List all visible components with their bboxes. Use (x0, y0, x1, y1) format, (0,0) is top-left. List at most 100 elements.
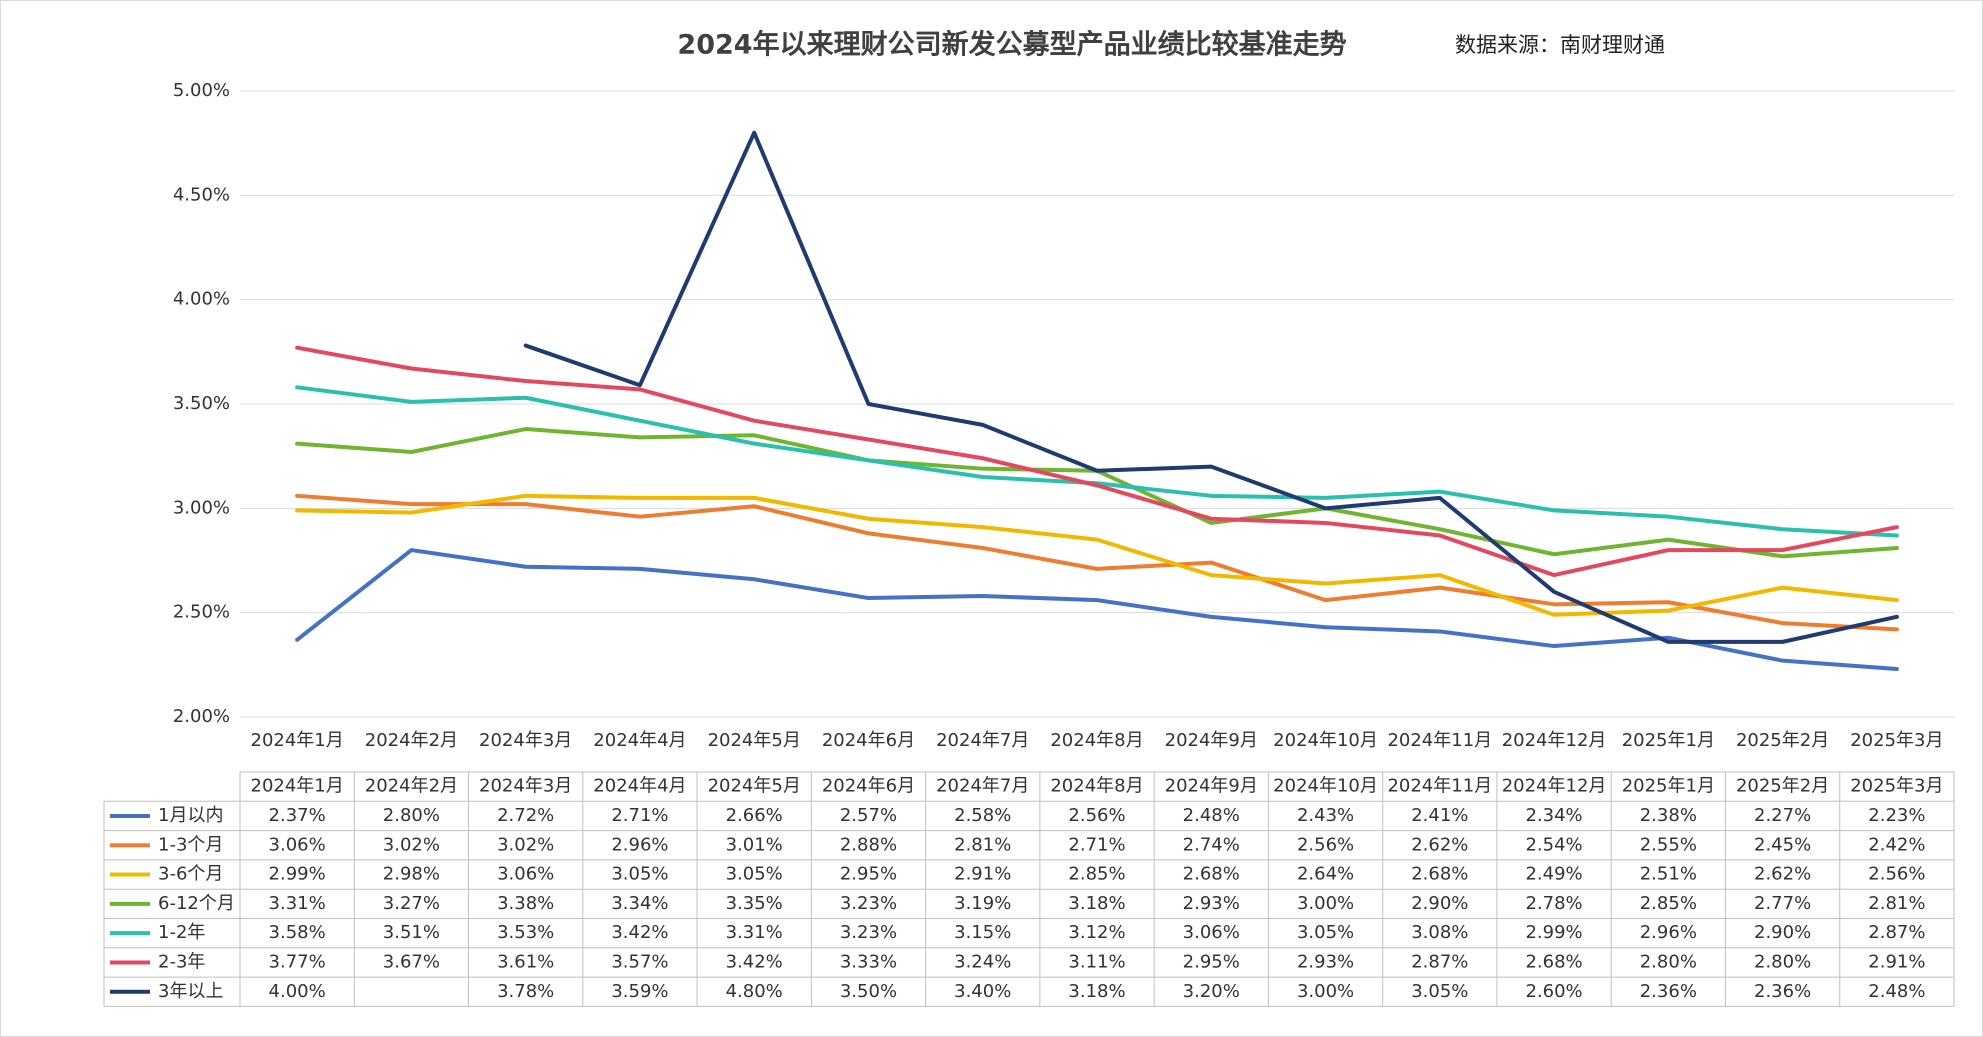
series-line (295, 345, 1899, 578)
table-cell: 2.38% (1640, 805, 1697, 826)
table-cell: 2.64% (1297, 864, 1354, 885)
table-cell: 2.93% (1183, 893, 1240, 914)
table-cell: 2.27% (1754, 805, 1811, 826)
table-cell: 3.11% (1068, 951, 1125, 972)
table-cell: 2.45% (1754, 834, 1811, 855)
x-tick-label: 2024年5月 (708, 730, 801, 751)
table-header: 2024年10月 (1273, 776, 1378, 797)
table-cell: 2.71% (611, 805, 668, 826)
table-cell: 2.81% (1868, 893, 1925, 914)
table-cell: 3.23% (840, 922, 897, 943)
series-line (295, 493, 1899, 617)
table-cell: 2.36% (1640, 981, 1697, 1002)
legend-label: 1-2年 (158, 922, 205, 943)
table-cell: 3.27% (383, 893, 440, 914)
x-tick-label: 2025年2月 (1736, 730, 1829, 751)
table-header: 2024年7月 (936, 776, 1029, 797)
table-cell: 3.00% (1297, 893, 1354, 914)
table-header: 2024年5月 (708, 776, 801, 797)
series-line (295, 493, 1899, 632)
table-cell: 4.00% (269, 981, 326, 1002)
table-cell: 2.77% (1754, 893, 1811, 914)
x-tick-label: 2024年6月 (822, 730, 915, 751)
series-line (295, 548, 1899, 672)
table-cell: 3.61% (497, 951, 554, 972)
table-cell: 2.98% (383, 864, 440, 885)
table-cell: 2.80% (383, 805, 440, 826)
table-cell: 2.66% (726, 805, 783, 826)
table-cell: 2.23% (1868, 805, 1925, 826)
x-tick-label: 2025年3月 (1850, 730, 1943, 751)
table-header: 2024年11月 (1387, 776, 1492, 797)
table-cell: 4.80% (726, 981, 783, 1002)
table-cell: 3.51% (383, 922, 440, 943)
table-cell: 3.05% (726, 864, 783, 885)
table-cell: 2.96% (611, 834, 668, 855)
legend-label: 2-3年 (158, 951, 205, 972)
table-cell: 3.77% (269, 951, 326, 972)
table-cell: 3.31% (726, 922, 783, 943)
table-cell: 2.78% (1525, 893, 1582, 914)
table-cell: 2.99% (1525, 922, 1582, 943)
table-cell: 3.06% (497, 864, 554, 885)
y-tick-label: 5.00% (173, 80, 230, 101)
table-cell: 2.62% (1411, 834, 1468, 855)
table-cell: 2.56% (1868, 864, 1925, 885)
x-tick-label: 2024年4月 (593, 730, 686, 751)
table-cell: 3.18% (1068, 981, 1125, 1002)
table-cell: 3.33% (840, 951, 897, 972)
table-header: 2024年3月 (479, 776, 572, 797)
x-tick-label: 2024年3月 (479, 730, 572, 751)
table-cell: 2.58% (954, 805, 1011, 826)
table-header: 2024年12月 (1502, 776, 1607, 797)
x-tick-label: 2024年10月 (1273, 730, 1378, 751)
table-cell: 3.05% (1411, 981, 1468, 1002)
table-cell: 2.74% (1183, 834, 1240, 855)
table-cell: 2.99% (269, 864, 326, 885)
x-tick-label: 2025年1月 (1622, 730, 1715, 751)
series-line (295, 385, 1899, 538)
table-cell: 3.38% (497, 893, 554, 914)
table-cell: 3.02% (497, 834, 554, 855)
table-cell: 2.62% (1754, 864, 1811, 885)
y-tick-label: 3.00% (173, 497, 230, 518)
table-cell: 3.01% (726, 834, 783, 855)
table-cell: 2.91% (1868, 951, 1925, 972)
table-cell: 2.43% (1297, 805, 1354, 826)
table-cell: 3.00% (1297, 981, 1354, 1002)
table-cell: 3.05% (611, 864, 668, 885)
table-cell: 2.48% (1183, 805, 1240, 826)
legend-label: 3-6个月 (158, 864, 223, 885)
x-tick-label: 2024年12月 (1502, 730, 1607, 751)
series-line (523, 130, 1899, 644)
table-cell: 2.37% (269, 805, 326, 826)
table-cell: 3.19% (954, 893, 1011, 914)
table-cell: 3.53% (497, 922, 554, 943)
table-cell: 2.68% (1411, 864, 1468, 885)
y-tick-label: 3.50% (173, 393, 230, 414)
table-cell: 3.31% (269, 893, 326, 914)
table-cell: 2.56% (1297, 834, 1354, 855)
table-cell: 2.93% (1297, 951, 1354, 972)
table-cell: 2.85% (1640, 893, 1697, 914)
table-cell: 3.02% (383, 834, 440, 855)
table-header: 2024年8月 (1050, 776, 1143, 797)
table-cell: 3.06% (1183, 922, 1240, 943)
table-cell: 2.88% (840, 834, 897, 855)
table-cell: 3.59% (611, 981, 668, 1002)
table-header: 2024年6月 (822, 776, 915, 797)
table-cell: 2.48% (1868, 981, 1925, 1002)
legend-label: 1-3个月 (158, 834, 223, 855)
table-cell: 2.42% (1868, 834, 1925, 855)
table-cell: 2.71% (1068, 834, 1125, 855)
x-tick-label: 2024年9月 (1165, 730, 1258, 751)
table-cell: 3.40% (954, 981, 1011, 1002)
table-cell: 2.49% (1525, 864, 1582, 885)
table-cell: 3.15% (954, 922, 1011, 943)
table-cell: 2.85% (1068, 864, 1125, 885)
table-cell: 2.95% (840, 864, 897, 885)
table-header: 2024年1月 (251, 776, 344, 797)
y-tick-label: 2.00% (173, 706, 230, 727)
